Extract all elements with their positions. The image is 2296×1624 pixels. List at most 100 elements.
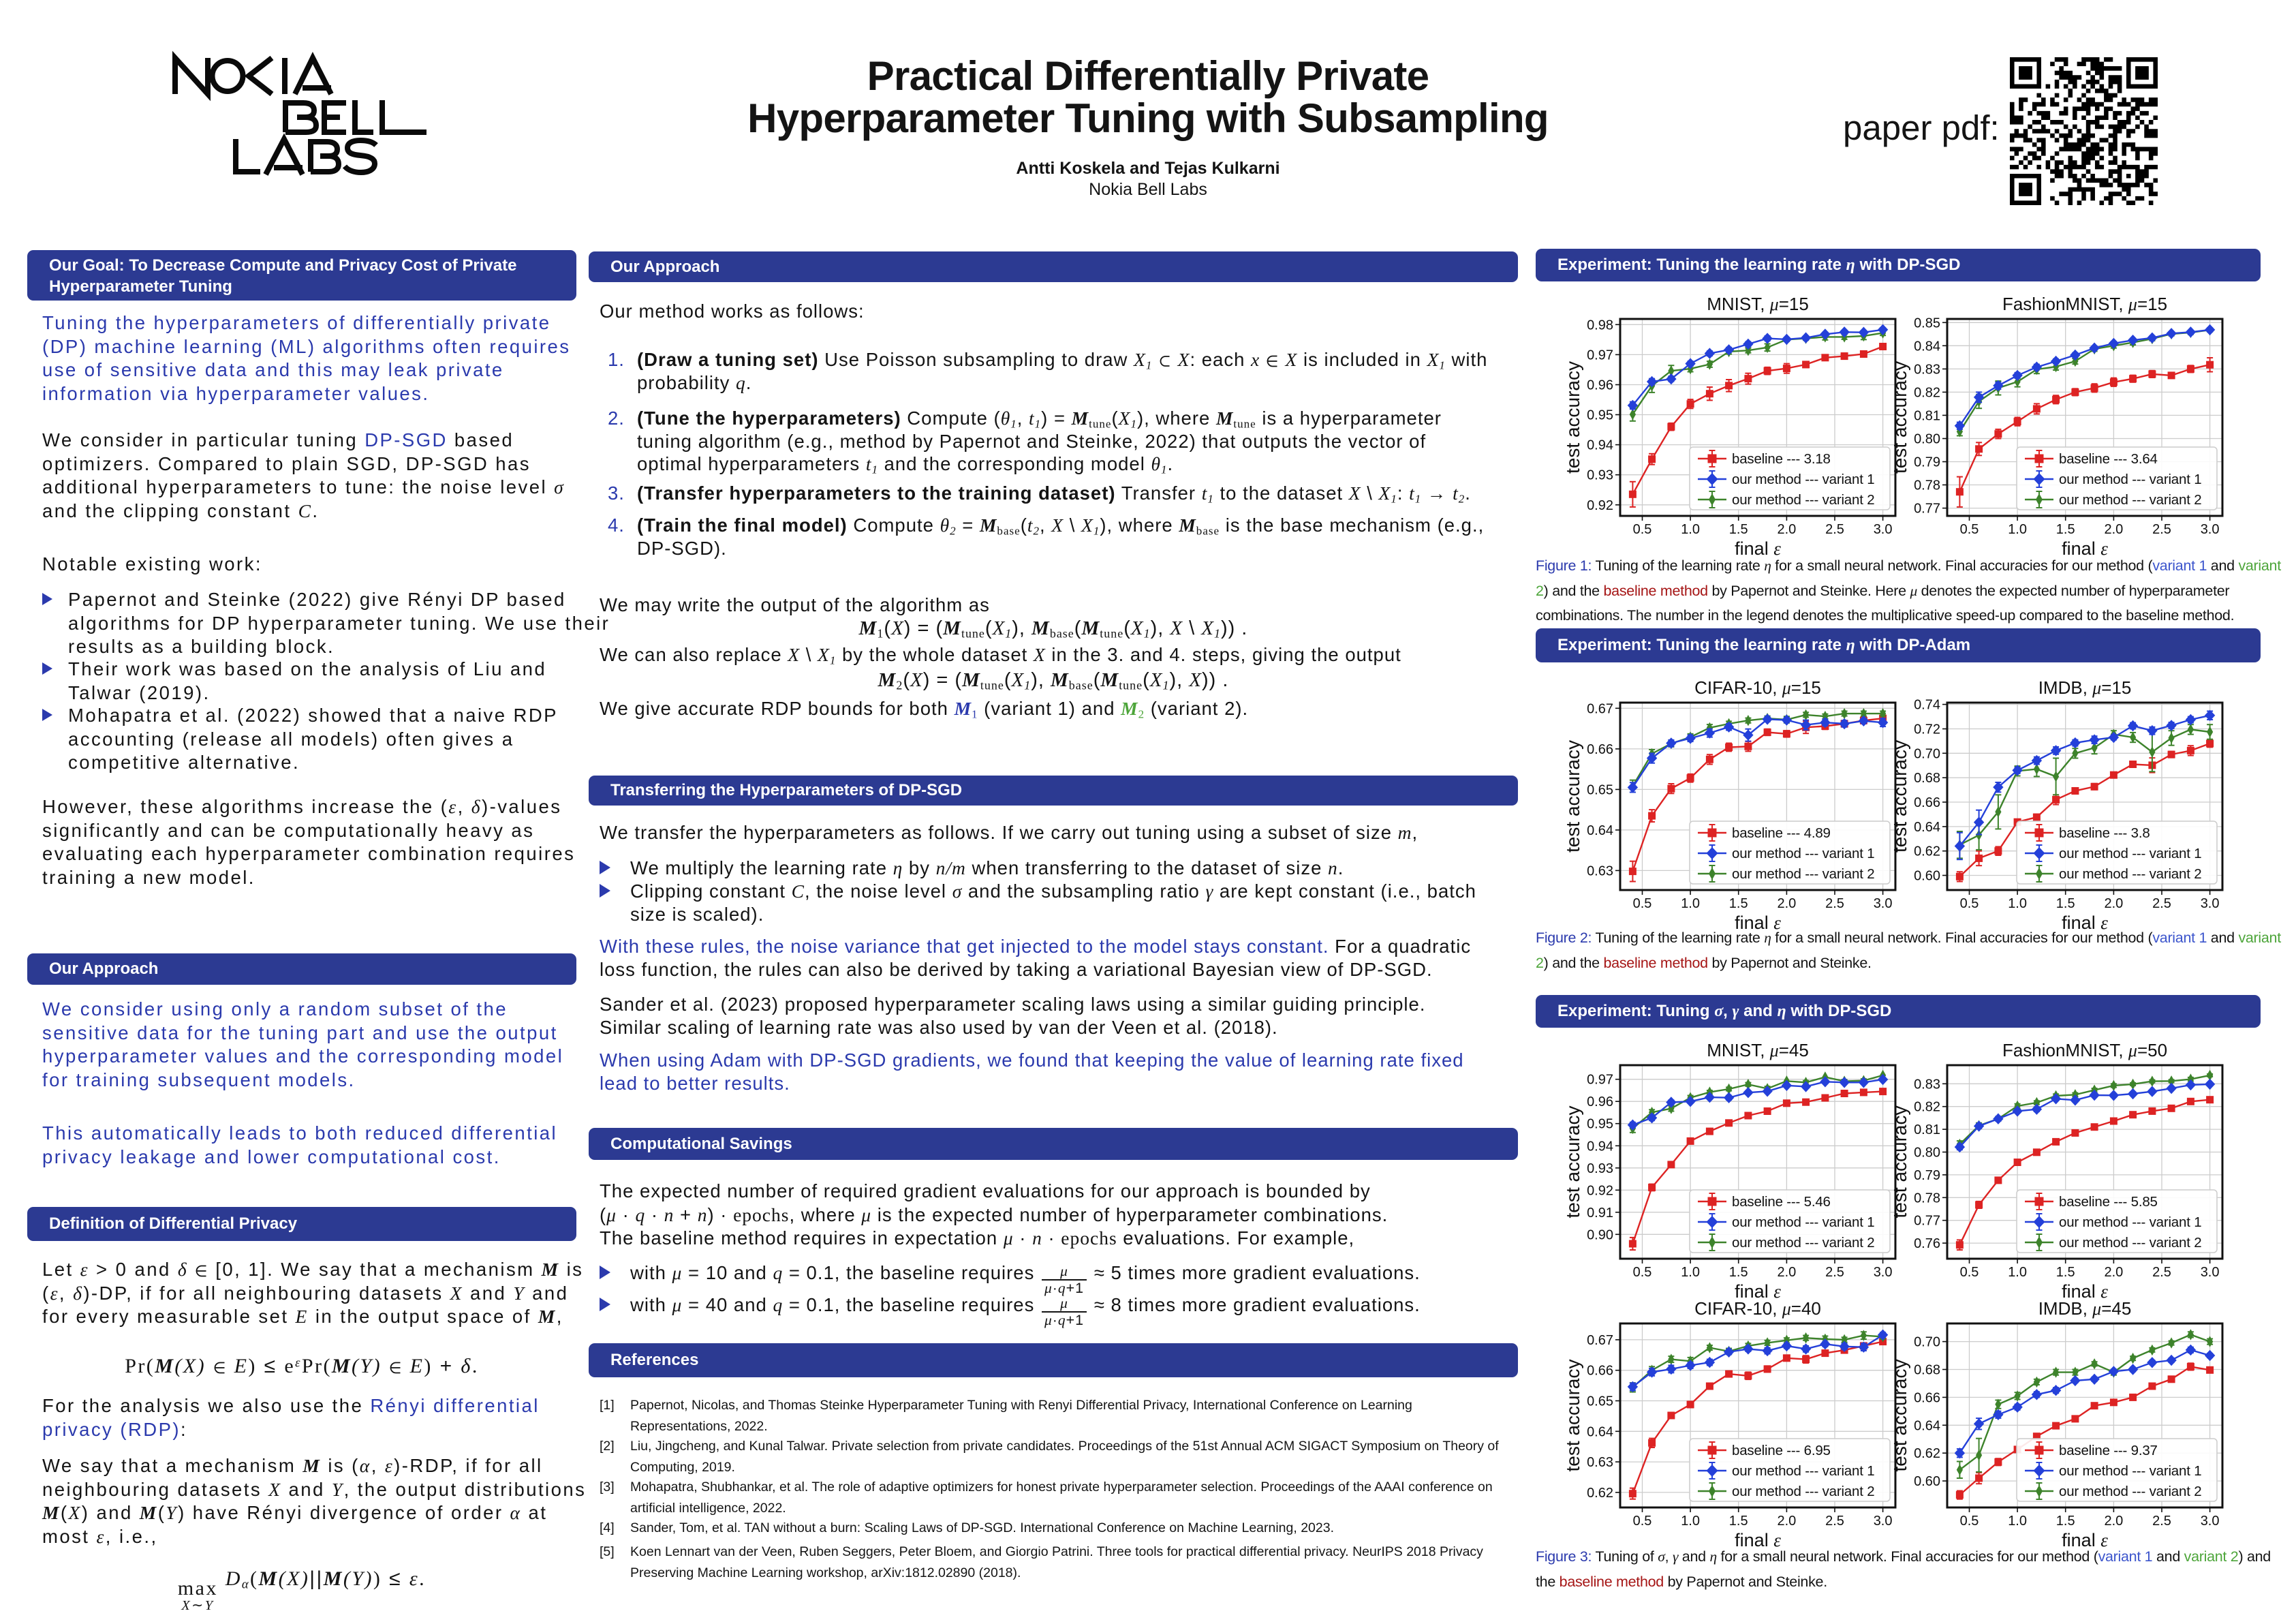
svg-text:0.80: 0.80 (1914, 1146, 1940, 1161)
svg-text:0.64: 0.64 (1914, 1418, 1940, 1433)
svg-text:3.0: 3.0 (1874, 1265, 1893, 1280)
svg-text:3.0: 3.0 (2201, 1265, 2220, 1280)
svg-text:0.96: 0.96 (1587, 378, 1613, 393)
svg-text:0.81: 0.81 (1914, 408, 1940, 423)
svg-text:our method --- variant 1: our method --- variant 1 (1732, 1214, 1874, 1230)
svg-text:final ε: final ε (1735, 1530, 1781, 1550)
svg-text:baseline --- 3.18: baseline --- 3.18 (1732, 451, 1831, 467)
svg-text:0.95: 0.95 (1587, 408, 1613, 423)
svg-text:2.5: 2.5 (1825, 522, 1844, 537)
svg-text:IMDB, μ=15: IMDB, μ=15 (2038, 677, 2132, 698)
svg-text:our method --- variant 1: our method --- variant 1 (1732, 472, 1874, 487)
svg-text:3.0: 3.0 (2201, 522, 2220, 537)
svg-text:0.91: 0.91 (1587, 1206, 1613, 1221)
svg-text:2.0: 2.0 (2104, 522, 2123, 537)
svg-text:0.66: 0.66 (1914, 795, 1940, 810)
svg-text:3.0: 3.0 (1874, 1514, 1893, 1529)
svg-text:2.0: 2.0 (2104, 1265, 2123, 1280)
svg-text:0.62: 0.62 (1914, 1446, 1940, 1461)
svg-text:0.90: 0.90 (1587, 1227, 1613, 1242)
svg-text:1.0: 1.0 (1681, 522, 1700, 537)
svg-text:0.74: 0.74 (1914, 698, 1940, 713)
svg-text:0.62: 0.62 (1587, 1486, 1613, 1501)
svg-text:0.70: 0.70 (1914, 746, 1940, 761)
svg-text:1.0: 1.0 (2008, 522, 2027, 537)
svg-text:1.0: 1.0 (1681, 1514, 1700, 1529)
svg-text:0.85: 0.85 (1914, 316, 1940, 331)
svg-text:final ε: final ε (1735, 538, 1781, 559)
svg-text:0.5: 0.5 (1633, 1514, 1652, 1529)
svg-text:IMDB, μ=45: IMDB, μ=45 (2038, 1298, 2132, 1319)
svg-text:final ε: final ε (1735, 1281, 1781, 1302)
svg-text:0.92: 0.92 (1587, 1183, 1613, 1198)
svg-text:0.5: 0.5 (1633, 896, 1652, 911)
svg-text:0.5: 0.5 (1960, 896, 1979, 911)
svg-text:1.5: 1.5 (2056, 522, 2075, 537)
svg-text:0.98: 0.98 (1587, 318, 1613, 333)
svg-text:our method --- variant 2: our method --- variant 2 (2059, 1484, 2201, 1499)
svg-text:0.72: 0.72 (1914, 722, 1940, 737)
svg-text:0.80: 0.80 (1914, 432, 1940, 447)
svg-text:0.94: 0.94 (1587, 1139, 1613, 1154)
svg-text:0.68: 0.68 (1914, 771, 1940, 786)
svg-text:2.5: 2.5 (1825, 896, 1844, 911)
svg-text:baseline --- 4.89: baseline --- 4.89 (1732, 825, 1831, 841)
svg-text:final ε: final ε (2062, 1281, 2108, 1302)
svg-text:0.5: 0.5 (1960, 1514, 1979, 1529)
svg-text:0.76: 0.76 (1914, 1236, 1940, 1251)
svg-text:2.0: 2.0 (1777, 1265, 1796, 1280)
svg-text:our method --- variant 2: our method --- variant 2 (2059, 1235, 2201, 1251)
svg-text:0.77: 0.77 (1914, 1214, 1940, 1229)
svg-text:0.64: 0.64 (1914, 820, 1940, 835)
svg-text:2.5: 2.5 (1825, 1265, 1844, 1280)
svg-text:FashionMNIST, μ=50: FashionMNIST, μ=50 (2002, 1040, 2167, 1060)
svg-text:0.78: 0.78 (1914, 1191, 1940, 1206)
svg-text:0.5: 0.5 (1633, 1265, 1652, 1280)
svg-text:1.0: 1.0 (1681, 896, 1700, 911)
svg-text:final ε: final ε (2062, 1530, 2108, 1550)
svg-text:MNIST, μ=45: MNIST, μ=45 (1707, 1040, 1809, 1060)
svg-text:0.93: 0.93 (1587, 468, 1613, 483)
svg-text:baseline --- 3.8: baseline --- 3.8 (2059, 825, 2150, 841)
svg-text:0.81: 0.81 (1914, 1122, 1940, 1137)
svg-text:1.5: 1.5 (2056, 1265, 2075, 1280)
svg-text:our method --- variant 1: our method --- variant 1 (2059, 472, 2201, 487)
svg-text:0.79: 0.79 (1914, 1168, 1940, 1183)
svg-text:our method --- variant 2: our method --- variant 2 (2059, 866, 2201, 882)
svg-text:CIFAR-10, μ=40: CIFAR-10, μ=40 (1694, 1298, 1821, 1319)
svg-text:baseline --- 9.37: baseline --- 9.37 (2059, 1443, 2158, 1458)
svg-text:0.97: 0.97 (1587, 348, 1613, 363)
svg-text:3.0: 3.0 (2201, 1514, 2220, 1529)
svg-text:1.0: 1.0 (1681, 1265, 1700, 1280)
svg-text:0.60: 0.60 (1914, 869, 1940, 884)
svg-text:0.65: 0.65 (1587, 1394, 1613, 1409)
svg-text:0.64: 0.64 (1587, 823, 1613, 838)
svg-text:2.5: 2.5 (1825, 1514, 1844, 1529)
svg-text:our method --- variant 1: our method --- variant 1 (1732, 846, 1874, 861)
svg-text:0.92: 0.92 (1587, 498, 1613, 513)
svg-text:2.5: 2.5 (2152, 1265, 2171, 1280)
svg-text:0.5: 0.5 (1960, 1265, 1979, 1280)
svg-text:3.0: 3.0 (1874, 896, 1893, 911)
svg-text:1.5: 1.5 (1729, 1514, 1748, 1529)
svg-text:2.0: 2.0 (2104, 896, 2123, 911)
svg-text:FashionMNIST, μ=15: FashionMNIST, μ=15 (2002, 294, 2167, 314)
svg-text:0.63: 0.63 (1587, 863, 1613, 878)
svg-text:0.70: 0.70 (1914, 1335, 1940, 1350)
svg-text:0.60: 0.60 (1914, 1474, 1940, 1489)
svg-text:2.0: 2.0 (1777, 1514, 1796, 1529)
svg-text:1.0: 1.0 (2008, 1514, 2027, 1529)
svg-text:test accuracy: test accuracy (1889, 1106, 1910, 1219)
svg-text:2.0: 2.0 (1777, 522, 1796, 537)
svg-text:baseline --- 6.95: baseline --- 6.95 (1732, 1443, 1831, 1458)
svg-text:0.65: 0.65 (1587, 782, 1613, 797)
svg-text:our method --- variant 1: our method --- variant 1 (2059, 1214, 2201, 1230)
svg-text:0.79: 0.79 (1914, 455, 1940, 470)
svg-text:test accuracy: test accuracy (1889, 1360, 1910, 1472)
svg-text:our method --- variant 1: our method --- variant 1 (2059, 846, 2201, 861)
svg-text:0.5: 0.5 (1633, 522, 1652, 537)
svg-text:our method --- variant 2: our method --- variant 2 (1732, 866, 1874, 882)
svg-text:1.0: 1.0 (2008, 896, 2027, 911)
svg-text:0.66: 0.66 (1587, 742, 1613, 757)
svg-text:MNIST, μ=15: MNIST, μ=15 (1707, 294, 1809, 314)
